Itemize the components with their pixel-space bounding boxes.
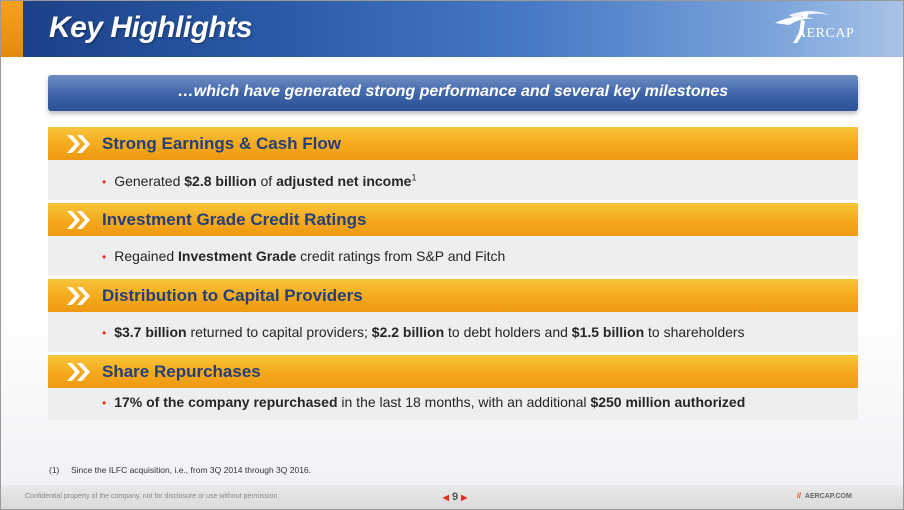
footer-url: //AERCAP.COM: [797, 493, 852, 500]
banner-text: …which have generated strong performance…: [177, 83, 729, 100]
section-body-distribution: • $3.7 billion returned to capital provid…: [48, 312, 858, 352]
next-triangle-icon: ▶: [461, 493, 468, 502]
footnote-text: Since the ILFC acquisition, i.e., from 3…: [71, 465, 312, 475]
section-header-credit-ratings: Investment Grade Credit Ratings: [48, 203, 858, 236]
prev-triangle-icon: ◀: [442, 493, 449, 502]
subtitle-banner: …which have generated strong performance…: [48, 75, 858, 111]
section-title: Strong Earnings & Cash Flow: [102, 134, 341, 153]
double-chevron-icon: [67, 363, 90, 381]
section-title: Investment Grade Credit Ratings: [102, 210, 367, 229]
bullet-dot-icon: •: [102, 174, 107, 189]
aercap-logo-icon: [775, 11, 829, 43]
bullet-text: $3.7 billion returned to capital provide…: [114, 324, 745, 340]
confidential-notice: Confidential property of the company, no…: [25, 493, 278, 500]
section-header-earnings: Strong Earnings & Cash Flow: [48, 127, 858, 160]
section-body-earnings: • Generated $2.8 billion of adjusted net …: [48, 160, 858, 200]
bullet-dot-icon: •: [102, 250, 107, 264]
footnote-marker: 1: [411, 172, 417, 182]
page-title: Key Highlights: [49, 11, 253, 44]
bullet-text: Generated $2.8 billion of adjusted net i…: [114, 172, 417, 189]
bullet-dot-icon: •: [102, 326, 107, 340]
section-title: Distribution to Capital Providers: [102, 286, 363, 305]
header-accent-bar: [1, 1, 23, 57]
bullet-item: • 17% of the company repurchased in the l…: [102, 394, 745, 410]
double-chevron-icon: [67, 135, 90, 153]
section-body-share-repurchases: • 17% of the company repurchased in the l…: [48, 388, 858, 420]
bullet-item: • $3.7 billion returned to capital provid…: [102, 324, 745, 340]
bullet-text: 17% of the company repurchased in the la…: [114, 394, 746, 410]
url-slashes: //: [797, 493, 801, 500]
footnote-number: (1): [49, 465, 60, 475]
page-number: ◀ 9 ▶: [442, 491, 468, 503]
header-band: [1, 1, 903, 57]
section-header-share-repurchases: Share Repurchases: [48, 355, 858, 388]
logo-text: AERCAP: [796, 26, 855, 41]
footnote: (1) Since the ILFC acquisition, i.e., fro…: [49, 465, 311, 475]
double-chevron-icon: [67, 287, 90, 305]
section-header-distribution: Distribution to Capital Providers: [48, 279, 858, 312]
footer: Confidential property of the company, no…: [1, 485, 903, 509]
bullet-dot-icon: •: [102, 396, 107, 410]
section-title: Share Repurchases: [102, 362, 261, 381]
bullet-item: • Generated $2.8 billion of adjusted net …: [102, 172, 416, 189]
bullet-text: Regained Investment Grade credit ratings…: [114, 248, 506, 264]
section-body-credit-ratings: • Regained Investment Grade credit rating…: [48, 236, 858, 276]
double-chevron-icon: [67, 211, 90, 229]
bullet-item: • Regained Investment Grade credit rating…: [102, 248, 505, 264]
